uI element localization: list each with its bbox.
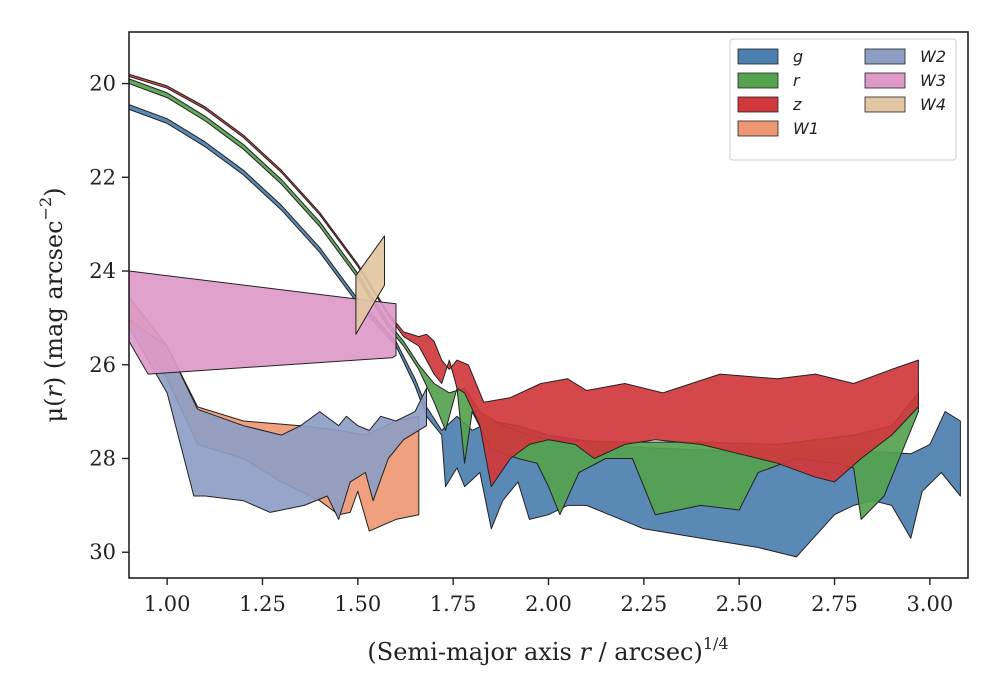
band-w4 xyxy=(355,235,385,335)
band-z xyxy=(129,73,919,488)
y-axis-ticks: 20 22 24 26 28 30 xyxy=(89,72,129,564)
legend-swatch-w3 xyxy=(864,72,906,89)
legend-swatch-w1 xyxy=(737,120,779,137)
legend-label-w2: W2 xyxy=(920,47,946,66)
legend-swatch-w2 xyxy=(864,48,906,65)
y-tick-label: 22 xyxy=(89,165,116,189)
legend-label-w4: W4 xyxy=(920,95,946,114)
legend-frame xyxy=(729,38,957,161)
x-tick-label: 2.75 xyxy=(811,592,858,616)
band-w2 xyxy=(129,319,427,520)
legend: grz W1 W2 W3 W4 xyxy=(729,38,957,161)
legend-swatch-z xyxy=(737,96,779,113)
x-tick-label: 2.25 xyxy=(620,592,667,616)
legend-swatch-g xyxy=(737,48,779,65)
legend-label-z: z xyxy=(792,95,802,114)
plot-area xyxy=(129,73,961,558)
y-tick-label: 24 xyxy=(89,259,116,283)
x-tick-label: 1.25 xyxy=(239,592,286,616)
x-tick-label: 1.75 xyxy=(430,592,477,616)
band-w3 xyxy=(129,270,397,375)
x-tick-label: 1.50 xyxy=(334,592,381,616)
legend-label-w3: W3 xyxy=(920,71,946,90)
y-tick-label: 30 xyxy=(89,540,116,564)
x-tick-label: 2.50 xyxy=(716,592,763,616)
y-tick-label: 26 xyxy=(89,353,116,377)
legend-label-g: g xyxy=(793,47,803,66)
y-tick-label: 20 xyxy=(89,72,116,96)
legend-swatch-r xyxy=(737,72,779,89)
x-axis-label: (Semi-major axis r / arcsec)1/4 xyxy=(367,634,728,666)
x-tick-label: 3.00 xyxy=(906,592,953,616)
x-axis-ticks: 1.00 1.25 1.50 1.75 2.00 2.25 2.50 2.75 3.00 xyxy=(144,578,953,616)
legend-label-r: r xyxy=(793,71,801,90)
legend-label-w1: W1 xyxy=(793,119,819,138)
legend-swatch-w4 xyxy=(864,96,906,113)
y-tick-label: 28 xyxy=(89,446,116,470)
x-tick-label: 2.00 xyxy=(525,592,572,616)
y-axis-label: μ(r) (mag arcsec−2) xyxy=(36,187,68,422)
x-tick-label: 1.00 xyxy=(144,592,191,616)
